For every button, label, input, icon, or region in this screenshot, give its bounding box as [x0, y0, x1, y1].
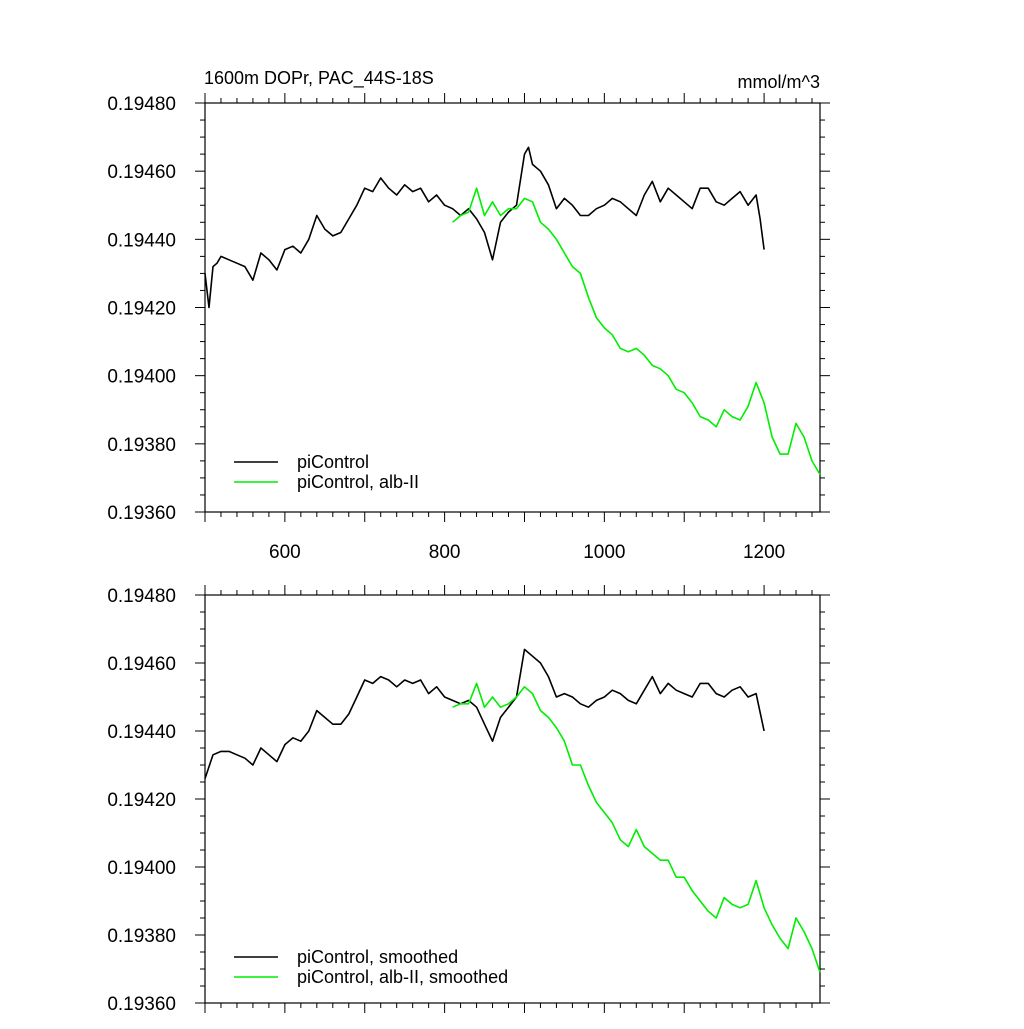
- chart-units: mmol/m^3: [738, 72, 820, 92]
- legend-label: piControl, smoothed: [297, 947, 458, 967]
- x-tick-label: 1000: [583, 542, 625, 563]
- chart-panel-2: 0.19360 0.19380 0.19400 0.19420 0.19440 0.194…: [107, 585, 830, 1015]
- legend-label: piControl: [297, 452, 369, 472]
- chart-panel-1: 0.19360 0.19380 0.19400 0.19420 0.19440 0.194…: [107, 93, 830, 563]
- plot-frame: [204, 102, 821, 513]
- x-tick-label: 1200: [743, 542, 785, 563]
- y-tick-label: 0.19460: [107, 654, 176, 675]
- series-line-1: [204, 146, 765, 309]
- x-tick-label: 800: [429, 542, 461, 563]
- chart-title: 1600m DOPr, PAC_44S-18S: [204, 68, 434, 89]
- y-tick-label: 0.19360: [107, 994, 176, 1015]
- y-tick-label: 0.19420: [107, 790, 176, 811]
- y-tick-label: 0.19400: [107, 367, 176, 388]
- y-tick-label: 0.19360: [107, 503, 176, 524]
- y-tick-label: 0.19440: [107, 722, 176, 743]
- legend-label: piControl, alb-II, smoothed: [297, 967, 508, 987]
- x-tick-label: 600: [269, 542, 301, 563]
- y-tick-label: 0.19480: [107, 586, 176, 607]
- legend-label: piControl, alb-II: [297, 472, 419, 492]
- y-tick-label: 0.19400: [107, 858, 176, 879]
- y-tick-label: 0.19420: [107, 299, 176, 320]
- y-tick-label: 0.19380: [107, 926, 176, 947]
- series-line-2: [452, 682, 821, 973]
- plot-frame: [204, 594, 821, 1004]
- y-tick-label: 0.19440: [107, 230, 176, 251]
- series-line-2: [452, 187, 821, 475]
- series-line-1: [204, 648, 765, 779]
- y-tick-label: 0.19480: [107, 94, 176, 115]
- y-tick-label: 0.19380: [107, 435, 176, 456]
- y-tick-label: 0.19460: [107, 162, 176, 183]
